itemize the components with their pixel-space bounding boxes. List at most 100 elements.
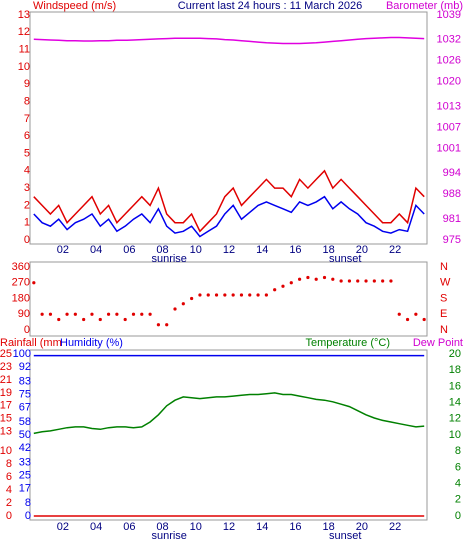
point (381, 279, 385, 283)
y2-tick-label: 10 (449, 429, 461, 441)
y-tick-label: 8 (6, 458, 12, 470)
point (65, 312, 69, 316)
point (90, 312, 94, 316)
point (214, 293, 219, 297)
y-tick-label: 23 (0, 361, 12, 373)
y2-tick-label: 20 (449, 348, 461, 360)
point (115, 312, 119, 316)
point (356, 279, 360, 283)
annotation: sunrise (151, 253, 186, 265)
y-tick-label: 90 (18, 308, 30, 320)
point (422, 317, 426, 322)
point (397, 312, 401, 316)
point (239, 293, 244, 297)
y3-tick-label: 67 (19, 401, 31, 413)
y3-tick-label: 50 (19, 429, 31, 441)
series-line (33, 392, 425, 435)
y2-tick-label: 2 (455, 494, 461, 506)
point (98, 317, 102, 322)
y2-tick-label: 16 (449, 380, 461, 392)
y3-tick-label: 33 (19, 456, 31, 468)
point (223, 293, 227, 297)
point (414, 312, 418, 316)
point (306, 275, 310, 280)
point (40, 312, 44, 316)
point (389, 279, 393, 283)
y-tick-label: 10 (0, 445, 12, 457)
x-tick-label: 22 (389, 244, 401, 256)
axis-title: Dew Point (413, 337, 463, 349)
y3-tick-label: 8 (25, 497, 31, 509)
y-tick-label: 180 (12, 292, 30, 304)
y-tick-label: 8 (24, 95, 30, 107)
point (405, 317, 410, 322)
point (57, 317, 61, 322)
x-tick-label: 14 (256, 244, 268, 256)
point (123, 317, 127, 322)
y3-tick-label: 25 (19, 469, 31, 481)
point (297, 277, 302, 281)
y2-tick-label: 1032 (437, 34, 461, 46)
x-tick-label: 10 (190, 521, 202, 533)
point (198, 293, 202, 297)
annotation: sunset (329, 530, 361, 542)
y-tick-label: 11 (19, 44, 30, 56)
point (231, 293, 235, 297)
y2-tick-label: S (440, 292, 447, 304)
y2-tick-label: 994 (443, 167, 461, 179)
y3-tick-label: 92 (19, 361, 31, 373)
point (173, 307, 177, 311)
point (372, 279, 376, 283)
x-tick-label: 16 (289, 521, 301, 533)
axis-title: Current last 24 hours : 11 March 2026 (178, 0, 362, 12)
point (106, 312, 111, 316)
y2-tick-label: 1013 (437, 100, 461, 112)
series-line (33, 195, 425, 238)
point (289, 281, 293, 285)
y-tick-label: 0 (24, 324, 30, 336)
y3-tick-label: 83 (19, 375, 31, 387)
y3-tick-label: 100 (13, 348, 31, 360)
y-tick-label: 15 (0, 413, 12, 425)
point (256, 293, 260, 297)
y2-tick-label: N (440, 324, 448, 336)
annotation: sunset (329, 253, 361, 265)
y2-tick-label: 14 (449, 397, 461, 409)
point (73, 312, 77, 316)
y-tick-label: 3 (24, 182, 30, 194)
point (347, 279, 352, 283)
y-tick-label: 7 (24, 113, 30, 125)
y2-tick-label: 1039 (437, 9, 461, 21)
panel-frame (29, 349, 428, 521)
y2-tick-label: 12 (449, 413, 461, 425)
point (206, 293, 210, 297)
x-tick-label: 20 (356, 244, 368, 256)
point (156, 323, 161, 327)
y-tick-label: 13 (0, 426, 12, 438)
y-tick-label: 12 (18, 26, 30, 38)
y3-tick-label: 58 (19, 416, 31, 428)
y-tick-label: 360 (12, 261, 30, 273)
y-tick-label: 17 (0, 400, 12, 412)
y3-tick-label: 0 (25, 510, 31, 522)
point (131, 312, 136, 316)
series-line (33, 169, 425, 233)
y2-tick-label: N (440, 261, 448, 273)
y2-tick-label: E (440, 308, 447, 320)
point (148, 312, 152, 316)
y-tick-label: 9 (24, 78, 30, 90)
y2-tick-label: 6 (455, 461, 461, 473)
point (140, 312, 144, 316)
annotation: sunrise (151, 530, 186, 542)
point (281, 284, 285, 288)
series-line (33, 36, 425, 45)
y2-tick-label: 1026 (437, 55, 461, 67)
y2-tick-label: 8 (455, 445, 461, 457)
point (273, 288, 277, 292)
point (264, 293, 268, 297)
y-tick-label: 270 (12, 277, 30, 289)
axis-title: Windspeed (m/s) (33, 0, 116, 12)
y3-tick-label: 42 (19, 442, 31, 454)
y-tick-label: 25 (0, 348, 12, 360)
x-tick-label: 22 (389, 521, 401, 533)
